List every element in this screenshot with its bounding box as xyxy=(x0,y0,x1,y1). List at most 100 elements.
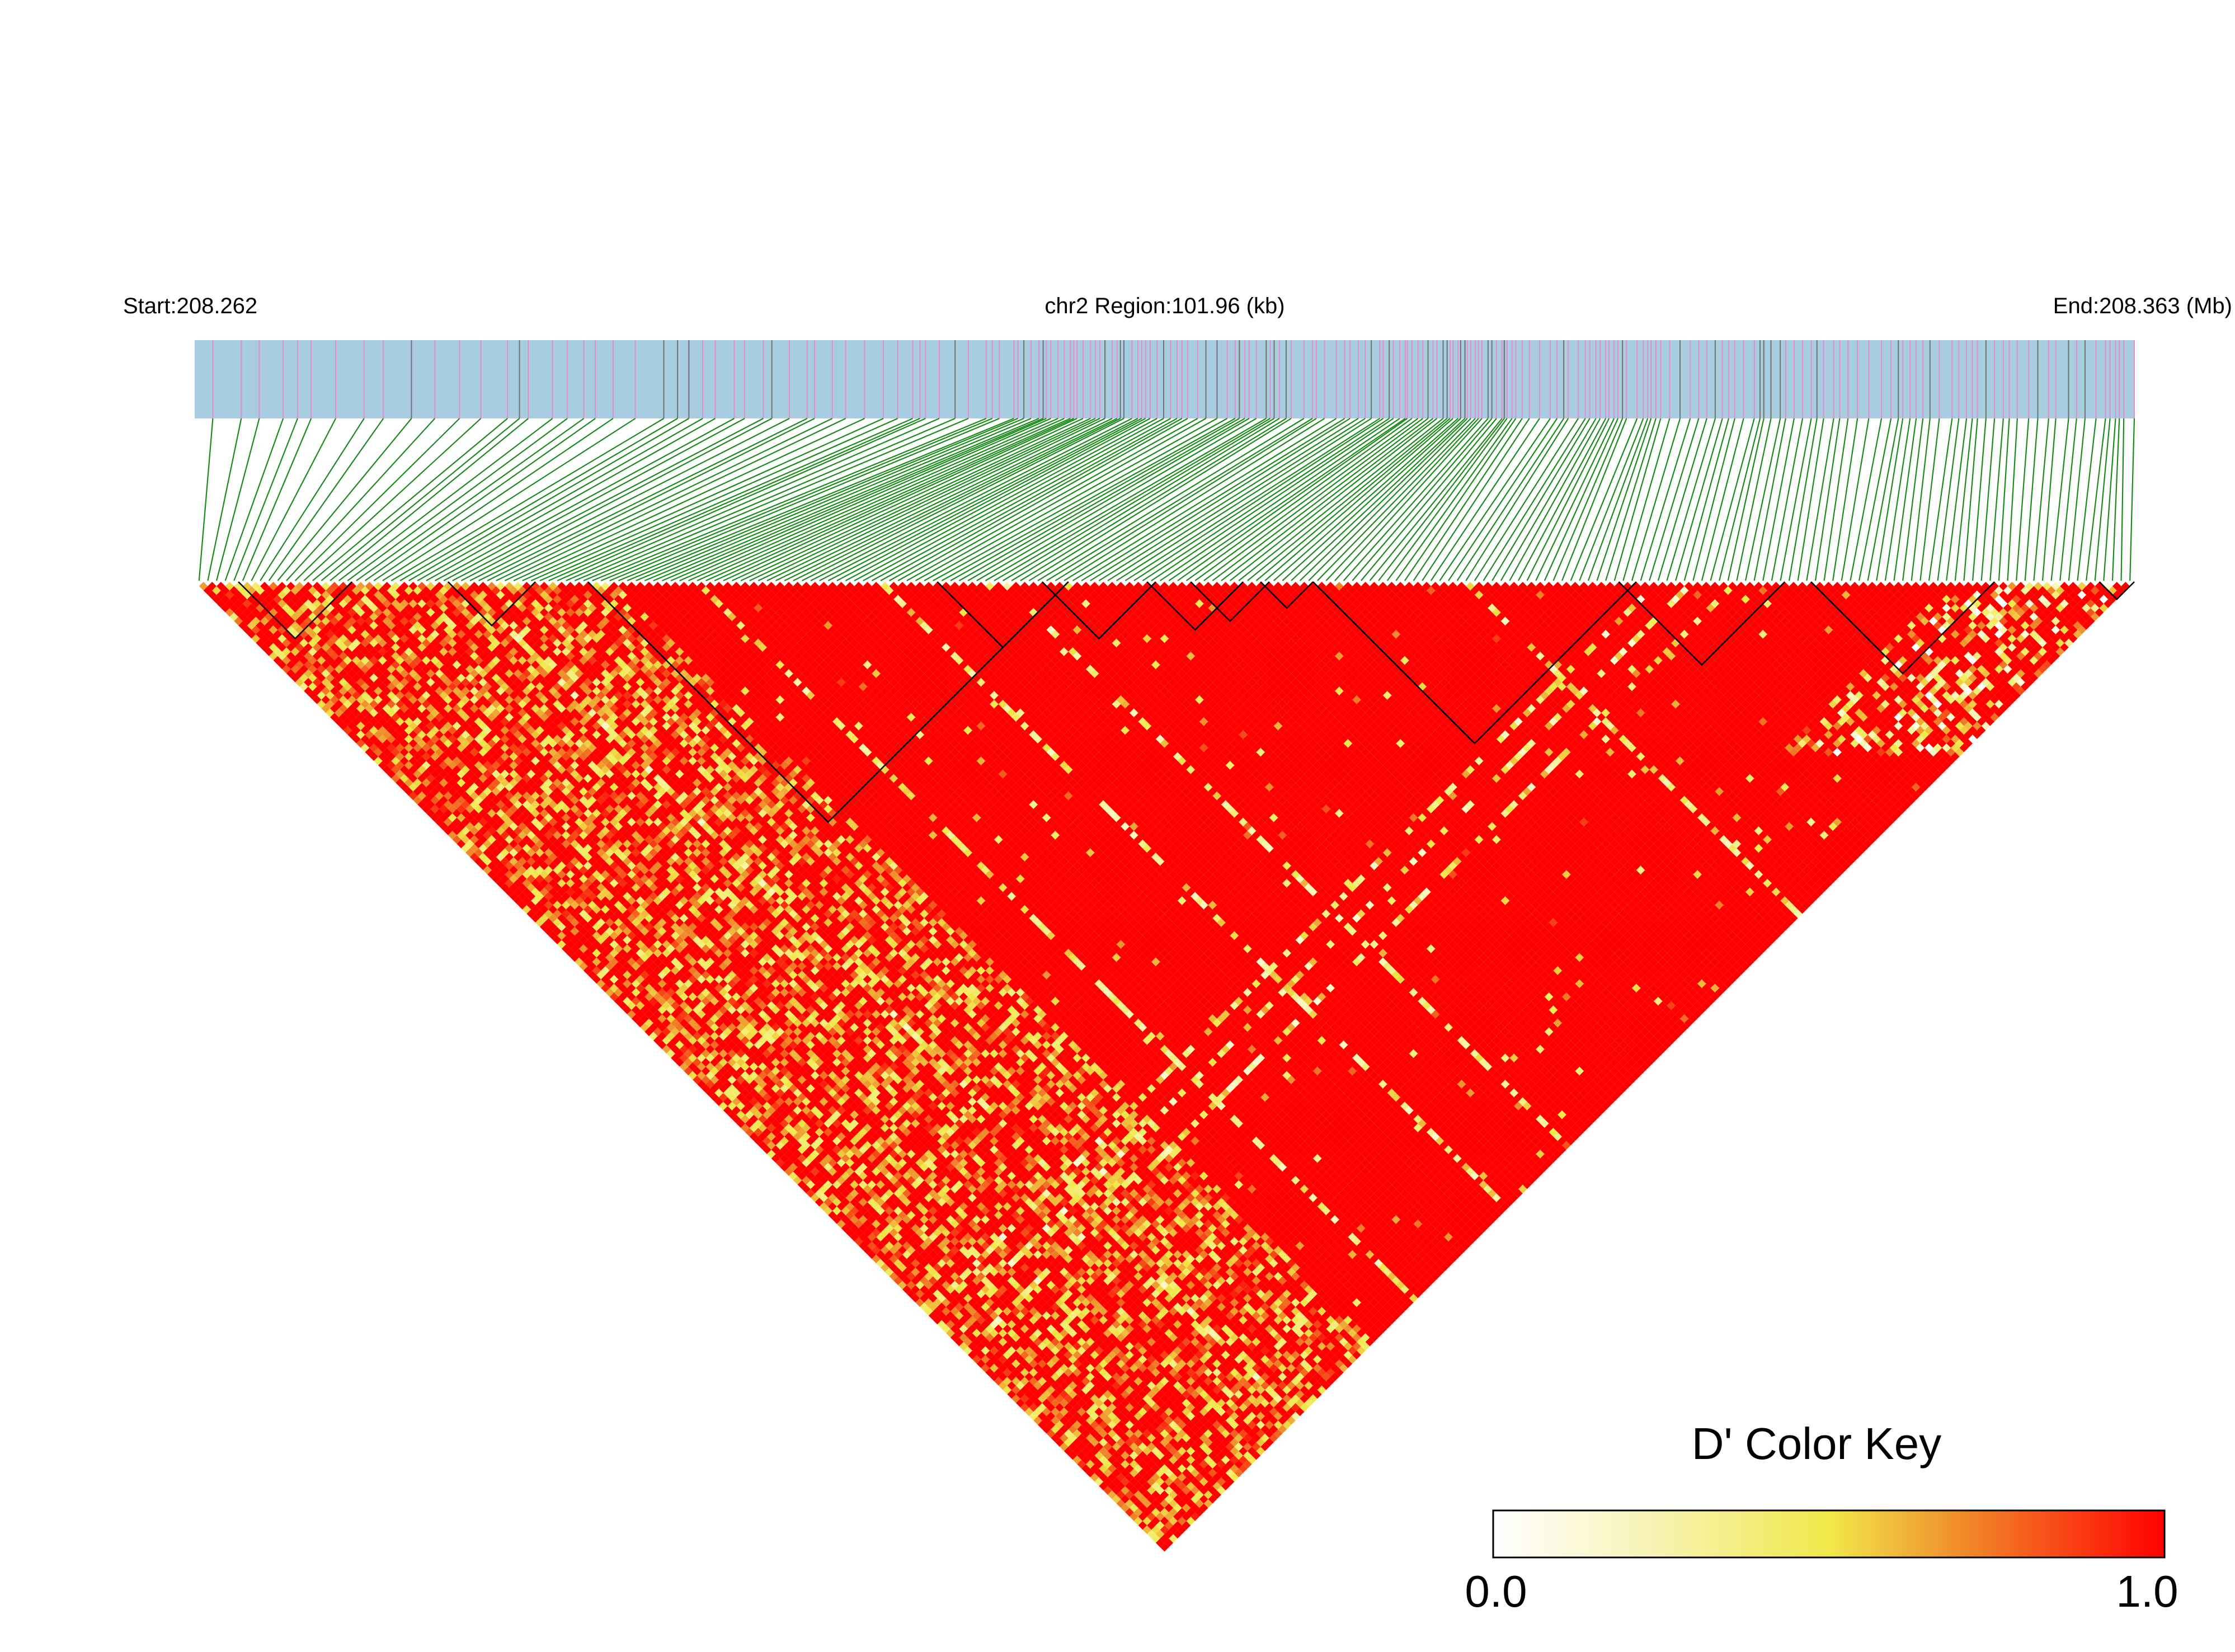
snp-connector xyxy=(1003,418,1275,581)
snp-connector xyxy=(2086,418,2106,581)
ld-cell xyxy=(242,616,252,626)
snp-connector xyxy=(679,417,1051,582)
snp-connector xyxy=(233,418,298,581)
snp-connector xyxy=(1780,418,1812,581)
ld-cell xyxy=(208,590,217,600)
ld-cell xyxy=(1016,1390,1025,1399)
snp-connector xyxy=(1701,418,1744,581)
snp-connector xyxy=(1413,418,1523,581)
ld-cell xyxy=(1060,1433,1069,1443)
snp-connector xyxy=(967,418,1250,581)
ld-cell xyxy=(636,1010,645,1019)
snp-connector xyxy=(1142,418,1390,581)
ld-cell xyxy=(557,931,566,940)
ld-cell xyxy=(312,686,322,696)
snp-connector xyxy=(1579,418,1644,581)
ld-cell xyxy=(500,883,510,892)
snp-connector xyxy=(347,418,568,581)
ld-cell xyxy=(636,1018,645,1028)
ld-cell xyxy=(426,809,435,818)
snp-connector xyxy=(600,417,993,582)
snp-connector xyxy=(399,418,678,581)
ld-cell xyxy=(382,765,392,774)
snp-connector xyxy=(880,418,1178,581)
ld-cell xyxy=(832,1215,841,1224)
ld-cell xyxy=(666,1040,675,1049)
snp-connector xyxy=(1789,418,1818,581)
ld-cell xyxy=(985,1368,994,1377)
snp-connector xyxy=(1998,418,2010,581)
snp-connector xyxy=(1919,418,1940,581)
snp-connector xyxy=(1762,418,1795,581)
ld-cell xyxy=(273,656,283,665)
ld-cell xyxy=(666,1049,675,1058)
snp-connector xyxy=(1064,418,1325,581)
ld-cell xyxy=(618,1001,628,1010)
snp-connector xyxy=(530,417,898,582)
ld-cell xyxy=(710,1093,719,1102)
ld-cell xyxy=(788,1171,798,1180)
ld-cell xyxy=(234,608,243,617)
snp-connector xyxy=(1980,418,1996,581)
snp-connector xyxy=(260,418,365,581)
snp-connector xyxy=(277,418,412,581)
snp-connector xyxy=(1264,418,1453,581)
snp-connector xyxy=(1212,418,1429,581)
ld-heatmap xyxy=(199,582,2130,1552)
snp-connector xyxy=(2050,418,2069,581)
ld-cell xyxy=(247,621,256,630)
ld-cell xyxy=(727,1110,737,1119)
snp-connector xyxy=(784,418,1118,581)
ld-cell xyxy=(487,870,496,879)
snp-connector xyxy=(1989,418,2004,581)
ld-cell xyxy=(290,665,300,674)
snp-connector xyxy=(1247,418,1448,581)
snp-connector xyxy=(242,418,312,581)
snp-connector xyxy=(321,418,520,581)
ld-cell xyxy=(478,861,488,870)
snp-connector xyxy=(1937,418,1960,581)
ld-cell xyxy=(242,625,252,634)
ld-cell xyxy=(548,923,558,931)
snp-connector xyxy=(1378,418,1505,581)
snp-connector xyxy=(845,418,1151,581)
snp-connector xyxy=(2041,418,2057,581)
ld-cell xyxy=(220,595,230,604)
snp-connector xyxy=(1194,418,1419,581)
snp-connector xyxy=(636,417,1024,582)
ld-cell xyxy=(238,621,247,630)
snp-connector xyxy=(889,418,1183,581)
ld-cell xyxy=(277,651,286,661)
ld-cell xyxy=(269,651,278,661)
snp-connector xyxy=(1221,418,1434,581)
snp-connector xyxy=(1448,418,1558,581)
snp-connector xyxy=(1325,418,1479,581)
ld-cell xyxy=(954,1337,964,1347)
snp-position-track xyxy=(195,340,2134,418)
snp-connector xyxy=(1570,418,1638,581)
snp-connector xyxy=(2024,418,2039,581)
snp-connector xyxy=(1744,418,1781,581)
snp-connector xyxy=(294,418,460,581)
ld-cell xyxy=(906,1281,916,1289)
snp-connector xyxy=(1291,418,1466,581)
ld-cell xyxy=(299,682,309,691)
ld-cell xyxy=(212,586,221,595)
ld-cell xyxy=(321,695,331,704)
ld-cell xyxy=(587,970,597,980)
ld-cell xyxy=(815,1198,824,1207)
snp-connector xyxy=(1369,418,1503,581)
snp-connector xyxy=(1255,418,1451,581)
snp-connector xyxy=(1116,418,1372,581)
snp-connector xyxy=(1361,418,1497,581)
ld-cell xyxy=(587,962,597,971)
ld-cell xyxy=(330,704,339,713)
snp-connector xyxy=(1971,418,1987,581)
ld-cell xyxy=(343,726,352,735)
snp-connector xyxy=(1168,418,1406,581)
ld-cell xyxy=(531,914,540,923)
snp-connector xyxy=(1518,418,1607,581)
snp-connector xyxy=(1884,418,1911,581)
snp-connector xyxy=(1483,418,1586,581)
ld-cell xyxy=(758,1141,767,1150)
